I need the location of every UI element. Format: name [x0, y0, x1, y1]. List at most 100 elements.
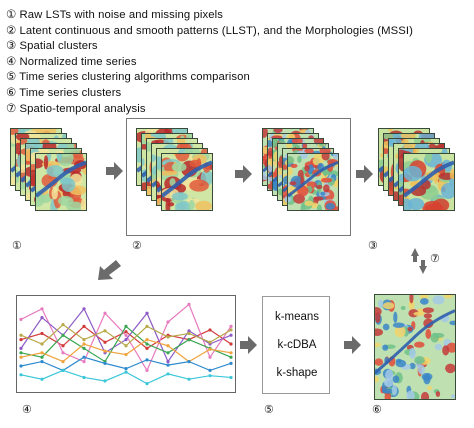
data-point — [103, 361, 107, 365]
data-point — [40, 316, 44, 320]
legend-number: ① — [6, 9, 17, 21]
data-point — [145, 368, 149, 372]
data-point — [40, 351, 44, 355]
data-point — [208, 347, 212, 351]
data-point — [40, 331, 44, 336]
data-point — [145, 311, 149, 315]
data-point — [166, 335, 170, 339]
data-point — [187, 377, 191, 381]
data-point — [166, 363, 170, 367]
legend-item: ④ Normalized time series — [6, 55, 413, 71]
step-label-7: ⑦ — [430, 253, 440, 265]
data-point — [229, 351, 233, 355]
algorithms-box: k-means k-cDBA k-shape — [262, 296, 330, 394]
data-point — [82, 346, 86, 350]
arrow-right-icon — [238, 336, 258, 359]
legend-item: ② Latent continuous and smooth patterns … — [6, 24, 413, 40]
data-point — [82, 360, 86, 364]
data-point — [166, 360, 170, 364]
data-point — [40, 307, 44, 311]
data-point — [229, 342, 233, 346]
data-point — [229, 324, 233, 328]
legend-number: ⑦ — [6, 102, 17, 115]
step-label-4: ④ — [22, 404, 32, 416]
data-point — [124, 330, 128, 334]
map-tile — [35, 153, 87, 211]
legend-number: ⑤ — [6, 71, 17, 84]
arrow-right-icon — [354, 165, 374, 188]
data-point — [208, 355, 212, 359]
step-label-3: ③ — [368, 240, 378, 252]
data-point — [40, 355, 44, 359]
data-point — [145, 324, 149, 328]
legend-number: ② — [6, 24, 17, 37]
legend-item: ① Raw LSTs with noise and missing pixels — [6, 8, 413, 24]
legend-text: Spatial clusters — [19, 40, 98, 53]
data-point — [124, 370, 128, 374]
data-point — [187, 338, 191, 342]
data-point — [124, 352, 128, 357]
time-series-cluster-map — [374, 294, 456, 400]
legend-text: Spatio-temporal analysis — [19, 102, 146, 115]
arrow-right-icon — [342, 336, 362, 359]
legend-text: Raw LSTs with noise and missing pixels — [19, 9, 223, 21]
arrow-right-icon — [233, 165, 253, 188]
arrow-right-icon — [104, 162, 124, 185]
data-point — [19, 333, 23, 337]
data-point — [208, 328, 212, 332]
data-point — [229, 375, 233, 380]
legend-text: Time series clusters — [19, 86, 122, 99]
data-point — [82, 342, 86, 346]
data-point — [229, 328, 233, 332]
data-point — [124, 344, 128, 348]
legend-item: ⑦ Spatio-temporal analysis — [6, 102, 413, 118]
arrow-down-left-icon — [94, 258, 124, 289]
data-point — [187, 302, 191, 306]
algorithm-kmeans: k-means — [274, 311, 320, 323]
step-label-5: ⑤ — [264, 404, 274, 416]
legend-item: ⑥ Time series clusters — [6, 86, 413, 102]
data-point — [40, 377, 44, 381]
data-point — [82, 338, 86, 342]
data-point — [208, 374, 212, 378]
data-point — [124, 333, 128, 337]
data-point — [82, 324, 86, 328]
legend-number: ⑥ — [6, 86, 17, 99]
legend-text: Normalized time series — [19, 55, 137, 68]
data-point — [103, 329, 107, 333]
data-point — [166, 320, 170, 324]
bidirectional-arrow-icon — [411, 248, 427, 279]
data-point — [229, 333, 233, 337]
legend: ① Raw LSTs with noise and missing pixels… — [6, 8, 413, 117]
map-tile — [403, 153, 455, 211]
series-line — [20, 338, 232, 363]
data-point — [61, 351, 65, 355]
data-point — [145, 346, 149, 350]
data-point — [124, 338, 128, 342]
data-point — [40, 360, 44, 364]
legend-number: ③ — [6, 40, 17, 53]
legend-item: ⑤ Time series clustering algorithms comp… — [6, 70, 413, 86]
data-point — [19, 355, 23, 359]
map-tile — [287, 153, 339, 211]
data-point — [103, 349, 107, 353]
data-point — [166, 351, 170, 355]
data-point — [103, 311, 107, 315]
data-point — [19, 346, 23, 350]
step-label-1: ① — [12, 240, 22, 252]
data-point — [124, 324, 128, 328]
data-point — [124, 367, 128, 371]
data-point — [82, 307, 86, 311]
data-point — [145, 358, 149, 362]
llst-mssi-box — [126, 118, 351, 236]
data-point — [187, 329, 191, 333]
data-point — [103, 340, 107, 344]
data-point — [187, 331, 191, 336]
data-point — [19, 373, 23, 377]
data-point — [19, 364, 23, 368]
data-point — [82, 375, 86, 380]
algorithm-kcdba: k-cDBA — [277, 339, 317, 351]
data-point — [166, 372, 170, 376]
data-point — [19, 338, 23, 342]
data-point — [187, 360, 191, 364]
